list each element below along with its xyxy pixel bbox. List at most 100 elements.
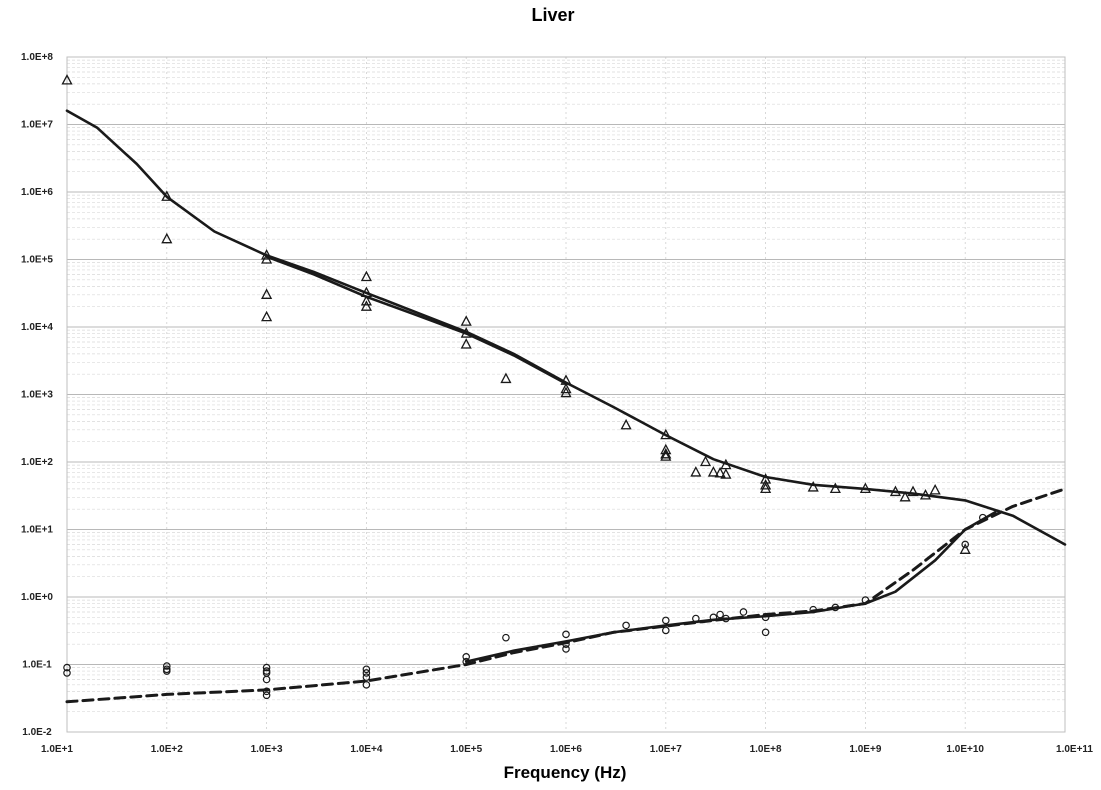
plot-frame xyxy=(66,56,1066,733)
permittivity-data-point xyxy=(859,482,871,494)
permittivity-data-point xyxy=(620,418,632,430)
permittivity-data-point xyxy=(161,190,173,201)
y-tick-label: 1.0E+2 xyxy=(21,457,53,468)
conductivity-data-point xyxy=(262,691,271,700)
permittivity-data-point xyxy=(720,468,732,479)
conductivity-data-point xyxy=(709,613,718,622)
permittivity-data-point xyxy=(807,481,819,492)
permittivity-data-point xyxy=(560,386,572,398)
y-tick-label: 1.0E+0 xyxy=(21,592,53,603)
conductivity-data-point xyxy=(63,669,71,677)
permittivity-data-point xyxy=(707,466,719,477)
permittivity-data-point xyxy=(261,288,273,299)
y-axis-ticks: 1.0E+8 1.0E+7 1.0E+6 1.0E+5 1.0E+4 1.0E+3 1.0E… xyxy=(21,52,53,738)
permittivity-data-point xyxy=(460,327,472,338)
y-tick-label: 1.0E-1 xyxy=(22,660,52,671)
conductivity-data-point xyxy=(809,605,818,614)
solid-model-line xyxy=(265,255,568,385)
conductivity-data-point xyxy=(362,681,371,689)
x-tick-label: 1.0E+1 xyxy=(41,744,73,755)
x-tick-label: 1.0E+3 xyxy=(251,744,283,755)
conductivity-data-point xyxy=(562,640,570,648)
conductivity-data-point xyxy=(63,663,71,672)
conductivity-data-point xyxy=(716,610,724,619)
x-tick-label: 1.0E+10 xyxy=(946,744,984,755)
conductivity-data-point xyxy=(978,513,987,522)
permittivity-data-point xyxy=(500,372,512,384)
conductivity-data-point xyxy=(661,616,670,625)
conductivity-data-point xyxy=(362,665,371,674)
permittivity-data-point xyxy=(760,482,772,494)
permittivity-data-point xyxy=(919,489,932,500)
permittivity-data-point xyxy=(61,74,73,85)
x-tick-label: 1.0E+7 xyxy=(650,744,682,755)
permittivity-data-point xyxy=(660,443,672,455)
conductivity-data-point xyxy=(861,596,870,604)
permittivity-data-point xyxy=(460,338,472,349)
permittivity-data-point xyxy=(690,466,702,477)
conductivity-data-point xyxy=(163,662,171,670)
y-tick-label: 1.0E+8 xyxy=(21,52,53,63)
permittivity-data-point xyxy=(460,315,472,326)
permittivity-data-point xyxy=(929,483,941,495)
conductivity-data-point xyxy=(761,628,770,637)
conductivity-data-point xyxy=(722,614,730,623)
permittivity-data-point xyxy=(261,310,273,322)
x-tick-label: 1.0E+8 xyxy=(750,744,782,755)
permittivity-data-point xyxy=(660,450,672,461)
x-tick-label: 1.0E+11 xyxy=(1056,744,1093,755)
conductivity-data-point xyxy=(462,653,471,661)
conductivity-data-point xyxy=(502,633,510,642)
data-points xyxy=(61,74,987,700)
permittivity-data-point xyxy=(699,455,712,467)
y-tick-label: 1.0E+5 xyxy=(21,255,53,266)
x-tick-label: 1.0E+9 xyxy=(849,744,881,755)
conductivity-data-point xyxy=(761,613,770,622)
permittivity-data-point xyxy=(889,485,902,497)
conductivity-data-point xyxy=(692,614,700,623)
y-tick-label: 1.0E-2 xyxy=(22,727,52,738)
grid xyxy=(66,56,1066,733)
conductivity-data-point xyxy=(622,621,630,630)
conductivity-data-point xyxy=(362,673,371,681)
permittivity-data-point xyxy=(829,482,841,494)
conductivity-data-point xyxy=(163,667,171,675)
conductivity-data-point xyxy=(262,663,271,672)
x-axis-ticks: 1.0E+1 1.0E+2 1.0E+3 1.0E+4 1.0E+5 1.0E+6 1.0E… xyxy=(41,744,1093,755)
permittivity-data-point xyxy=(360,294,372,306)
conductivity-data-point xyxy=(362,669,371,677)
y-tick-label: 1.0E+4 xyxy=(21,322,53,333)
permittivity-data-point xyxy=(907,485,919,497)
y-tick-label: 1.0E+1 xyxy=(21,525,53,536)
solid-model-line xyxy=(464,510,997,664)
conductivity-data-point xyxy=(262,687,271,696)
x-tick-label: 1.0E+5 xyxy=(450,744,482,755)
permittivity-data-point xyxy=(161,232,173,244)
permittivity-data-point xyxy=(360,300,372,311)
conductivity-data-point xyxy=(739,608,748,616)
conductivity-data-point xyxy=(562,630,570,639)
conductivity-data-point xyxy=(661,626,670,635)
permittivity-data-point xyxy=(714,466,726,478)
permittivity-data-point xyxy=(660,447,672,459)
conductivity-data-point xyxy=(262,675,271,684)
permittivity-data-point xyxy=(261,253,273,264)
x-tick-label: 1.0E+4 xyxy=(350,744,382,755)
x-axis-label: Frequency (Hz) xyxy=(504,763,627,782)
permittivity-data-point xyxy=(899,490,911,502)
y-tick-label: 1.0E+3 xyxy=(21,390,53,401)
y-tick-label: 1.0E+6 xyxy=(21,187,53,198)
permittivity-data-point xyxy=(760,479,772,490)
dashed-model-line xyxy=(65,487,1067,704)
y-tick-label: 1.0E+7 xyxy=(21,120,53,131)
conductivity-data-point xyxy=(831,603,840,612)
permittivity-data-point xyxy=(959,543,971,554)
x-tick-label: 1.0E+2 xyxy=(151,744,183,755)
chart-title: Liver xyxy=(531,5,574,25)
x-tick-label: 1.0E+6 xyxy=(550,744,582,755)
permittivity-data-point xyxy=(560,382,572,394)
conductivity-data-point xyxy=(462,657,471,666)
permittivity-data-point xyxy=(360,270,372,282)
